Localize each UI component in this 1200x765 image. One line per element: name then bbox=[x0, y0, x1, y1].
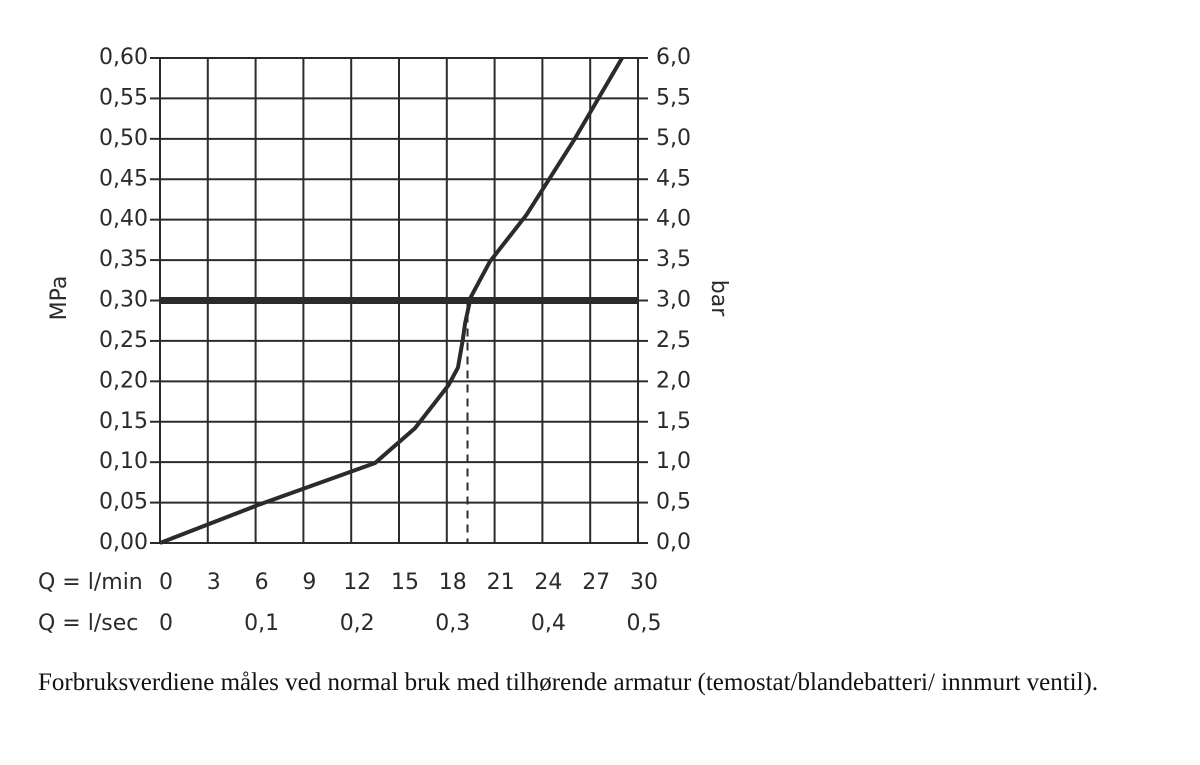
x-tick-label: 3 bbox=[207, 570, 221, 595]
caption: Forbruksverdiene måles ved normal bruk m… bbox=[38, 669, 1099, 696]
x-tick-label: 21 bbox=[487, 570, 515, 595]
y-tick-label: 0,25 bbox=[99, 328, 148, 353]
y-tick-label: 0,45 bbox=[99, 166, 148, 191]
x-row-label: Q = l/min bbox=[38, 570, 143, 595]
y2-tick-label: 3,5 bbox=[656, 247, 691, 272]
y-tick-label: 0,50 bbox=[99, 126, 148, 151]
y-tick-label: 0,40 bbox=[99, 207, 148, 232]
y2-tick-label: 1,5 bbox=[656, 409, 691, 434]
y-axis-label: MPa bbox=[47, 276, 72, 321]
x-tick-label: 15 bbox=[391, 570, 419, 595]
x-tick-label: 18 bbox=[439, 570, 467, 595]
chart: MPa bar Q = l/min Q = l/sec 0,000,050,10… bbox=[38, 45, 731, 636]
x2-row-label: Q = l/sec bbox=[38, 611, 138, 636]
x2-tick-label: 0,4 bbox=[531, 611, 566, 636]
y2-tick-label: 4,5 bbox=[656, 166, 691, 191]
x-tick-label: 12 bbox=[343, 570, 371, 595]
y2-tick-label: 0,5 bbox=[656, 490, 691, 515]
y2-tick-label: 3,0 bbox=[656, 288, 691, 313]
y2-tick-label: 2,0 bbox=[656, 368, 691, 393]
x-tick-label: 24 bbox=[534, 570, 562, 595]
y-tick-label: 0,15 bbox=[99, 409, 148, 434]
y2-tick-label: 4,0 bbox=[656, 207, 691, 232]
y-tick-label: 0,60 bbox=[99, 45, 148, 70]
curve bbox=[159, 56, 624, 545]
y-tick-label: 0,20 bbox=[99, 368, 148, 393]
x-tick-label: 9 bbox=[302, 570, 316, 595]
y2-axis-label: bar bbox=[706, 280, 731, 317]
x-tick-label: 0 bbox=[159, 570, 173, 595]
y2-tick-label: 5,0 bbox=[656, 126, 691, 151]
y-tick-label: 0,00 bbox=[99, 530, 148, 555]
y2-tick-label: 5,5 bbox=[656, 85, 691, 110]
x-tick-label: 27 bbox=[582, 570, 610, 595]
y2-tick-label: 6,0 bbox=[656, 45, 691, 70]
y-tick-label: 0,35 bbox=[99, 247, 148, 272]
x2-tick-label: 0,3 bbox=[435, 611, 470, 636]
x-tick-label: 6 bbox=[255, 570, 269, 595]
x2-tick-label: 0,1 bbox=[244, 611, 279, 636]
y2-tick-label: 1,0 bbox=[656, 449, 691, 474]
y-tick-label: 0,55 bbox=[99, 85, 148, 110]
y-tick-label: 0,05 bbox=[99, 490, 148, 515]
y-tick-label: 0,30 bbox=[99, 288, 148, 313]
y-tick-label: 0,10 bbox=[99, 449, 148, 474]
x-tick-label: 30 bbox=[630, 570, 658, 595]
x2-tick-label: 0,2 bbox=[340, 611, 375, 636]
x2-tick-label: 0,5 bbox=[627, 611, 662, 636]
y2-tick-label: 0,0 bbox=[656, 530, 691, 555]
y2-tick-label: 2,5 bbox=[656, 328, 691, 353]
x2-tick-label: 0 bbox=[159, 611, 173, 636]
